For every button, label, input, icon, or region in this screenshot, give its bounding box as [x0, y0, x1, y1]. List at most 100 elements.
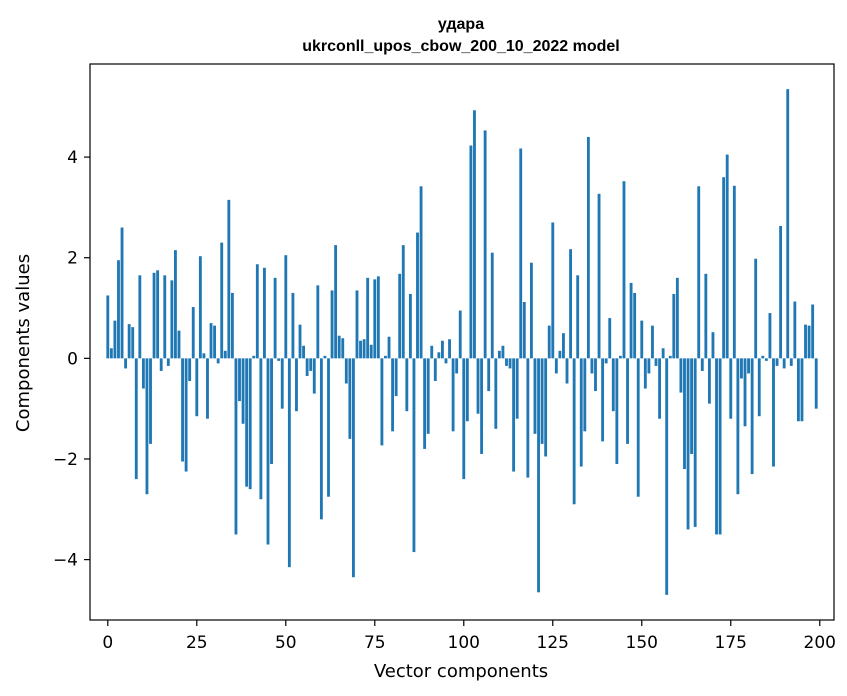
bar	[391, 358, 395, 432]
bar	[480, 358, 484, 454]
bar	[270, 358, 273, 465]
bar	[362, 339, 366, 359]
bar	[309, 358, 313, 371]
bar	[505, 358, 508, 366]
bar	[437, 352, 441, 359]
bar	[729, 358, 733, 419]
bar	[352, 358, 355, 578]
bar	[779, 226, 783, 359]
bar	[184, 358, 188, 472]
bar	[626, 358, 629, 444]
bar	[419, 186, 423, 359]
bar	[747, 358, 750, 374]
bar	[298, 324, 302, 359]
bar	[430, 345, 434, 359]
bar	[679, 358, 683, 393]
bar	[715, 358, 718, 535]
bar	[458, 310, 462, 359]
bar	[668, 355, 672, 359]
bar	[384, 355, 387, 359]
bar	[263, 267, 266, 359]
bar	[316, 285, 320, 359]
bar	[633, 292, 637, 359]
bar	[141, 358, 145, 389]
y-tick-label: 2	[67, 249, 78, 269]
bar	[572, 358, 576, 505]
bar	[163, 275, 167, 359]
bar	[295, 358, 298, 412]
bars-group	[106, 89, 818, 595]
bar	[736, 358, 740, 495]
bar	[451, 358, 455, 432]
bar	[800, 358, 804, 422]
bar	[426, 358, 430, 434]
bar	[711, 332, 715, 359]
bar	[554, 358, 558, 374]
bar	[622, 181, 626, 359]
bar	[408, 293, 412, 359]
y-tick-label: −2	[53, 450, 78, 470]
bar	[195, 358, 199, 417]
bar	[693, 358, 697, 527]
bar	[558, 350, 562, 359]
bar	[323, 355, 327, 359]
bar	[138, 275, 142, 359]
bar	[683, 358, 686, 470]
bar	[312, 358, 316, 394]
bar	[576, 275, 580, 359]
bar	[594, 358, 597, 392]
bar	[476, 358, 480, 414]
bar	[284, 255, 288, 359]
bar	[501, 345, 505, 359]
bar	[462, 358, 466, 480]
bar	[807, 325, 811, 359]
bar	[291, 292, 295, 359]
bar	[636, 358, 640, 497]
bar	[743, 358, 747, 427]
bar	[238, 358, 241, 402]
bar	[590, 358, 594, 374]
bar	[387, 336, 391, 359]
bar	[697, 186, 701, 359]
bar	[690, 358, 694, 454]
bar	[191, 307, 195, 359]
bar	[433, 358, 437, 381]
bar	[665, 358, 669, 595]
bar	[544, 358, 548, 457]
bar	[804, 324, 807, 359]
bar	[327, 358, 330, 497]
bar	[768, 313, 772, 359]
x-tick-label: 200	[804, 633, 836, 653]
bar	[586, 136, 590, 359]
bar	[643, 358, 647, 389]
bar	[248, 358, 252, 490]
x-axis-label: Vector components	[374, 661, 548, 682]
bar	[134, 358, 138, 480]
chart-title-line2: ukrconll_upos_cbow_200_10_2022 model	[302, 38, 619, 55]
bar	[109, 348, 113, 359]
bar	[124, 358, 128, 369]
bar	[319, 358, 323, 520]
bar	[718, 358, 722, 535]
bar	[469, 145, 473, 359]
bar	[551, 222, 555, 359]
bar	[181, 358, 184, 462]
bar	[241, 358, 245, 424]
bar	[515, 358, 519, 419]
bar	[166, 358, 170, 366]
bar	[209, 323, 213, 359]
bar	[156, 270, 160, 359]
bar	[522, 302, 526, 359]
bar	[394, 358, 398, 397]
bar	[444, 358, 448, 364]
bar	[658, 358, 661, 419]
bar	[412, 358, 416, 553]
bar	[198, 256, 202, 359]
bar	[423, 358, 427, 449]
bar	[487, 358, 491, 392]
bar	[654, 358, 658, 366]
bar	[615, 358, 619, 465]
plot-area-frame	[89, 63, 835, 621]
bar	[202, 353, 206, 359]
